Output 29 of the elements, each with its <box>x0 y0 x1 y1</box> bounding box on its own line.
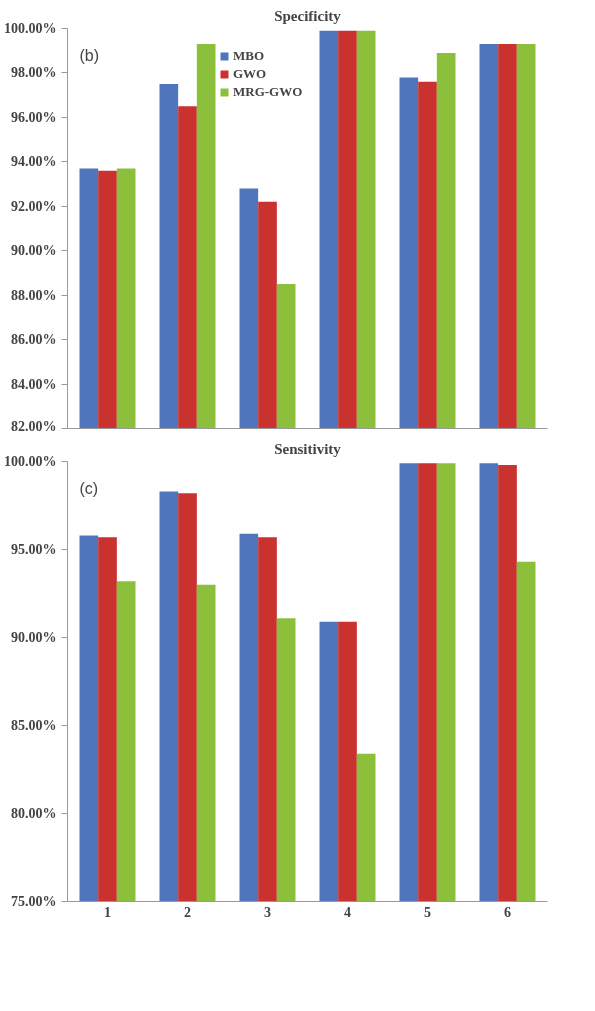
chart-title: Specificity <box>274 7 342 24</box>
y-tick-label: 100.00% <box>4 21 57 36</box>
y-tick-label: 75.00% <box>11 894 57 909</box>
y-tick-label: 98.00% <box>11 65 57 81</box>
y-tick-label: 92.00% <box>11 198 57 214</box>
legend-label: MBO <box>233 48 265 64</box>
y-tick-label: 94.00% <box>11 154 57 170</box>
x-tick-label: 2 <box>184 904 191 920</box>
y-tick-label: 96.00% <box>11 109 57 125</box>
y-tick-label: 100.00% <box>4 454 57 469</box>
y-tick-label: 88.00% <box>11 287 57 303</box>
x-tick-label: 6 <box>504 904 511 920</box>
legend-label: MRG-GWO <box>233 84 303 100</box>
y-tick-label: 84.00% <box>11 376 57 392</box>
y-tick-label: 82.00% <box>11 418 57 434</box>
y-tick-label: 86.00% <box>11 332 57 348</box>
x-tick-label: 1 <box>104 904 111 920</box>
x-tick-label: 3 <box>264 904 271 920</box>
annotation: (b) <box>79 46 100 64</box>
y-tick-label: 90.00% <box>11 630 57 645</box>
x-tick-label: 4 <box>344 904 351 920</box>
legend-label: GWO <box>233 66 267 82</box>
annotation: (c) <box>79 479 99 497</box>
x-tick-label: 5 <box>424 904 431 920</box>
chart-title: Sensitivity <box>274 440 342 457</box>
y-tick-label: 80.00% <box>11 806 57 821</box>
y-tick-label: 95.00% <box>11 542 57 557</box>
y-tick-label: 85.00% <box>11 718 57 733</box>
y-tick-label: 90.00% <box>11 243 57 259</box>
